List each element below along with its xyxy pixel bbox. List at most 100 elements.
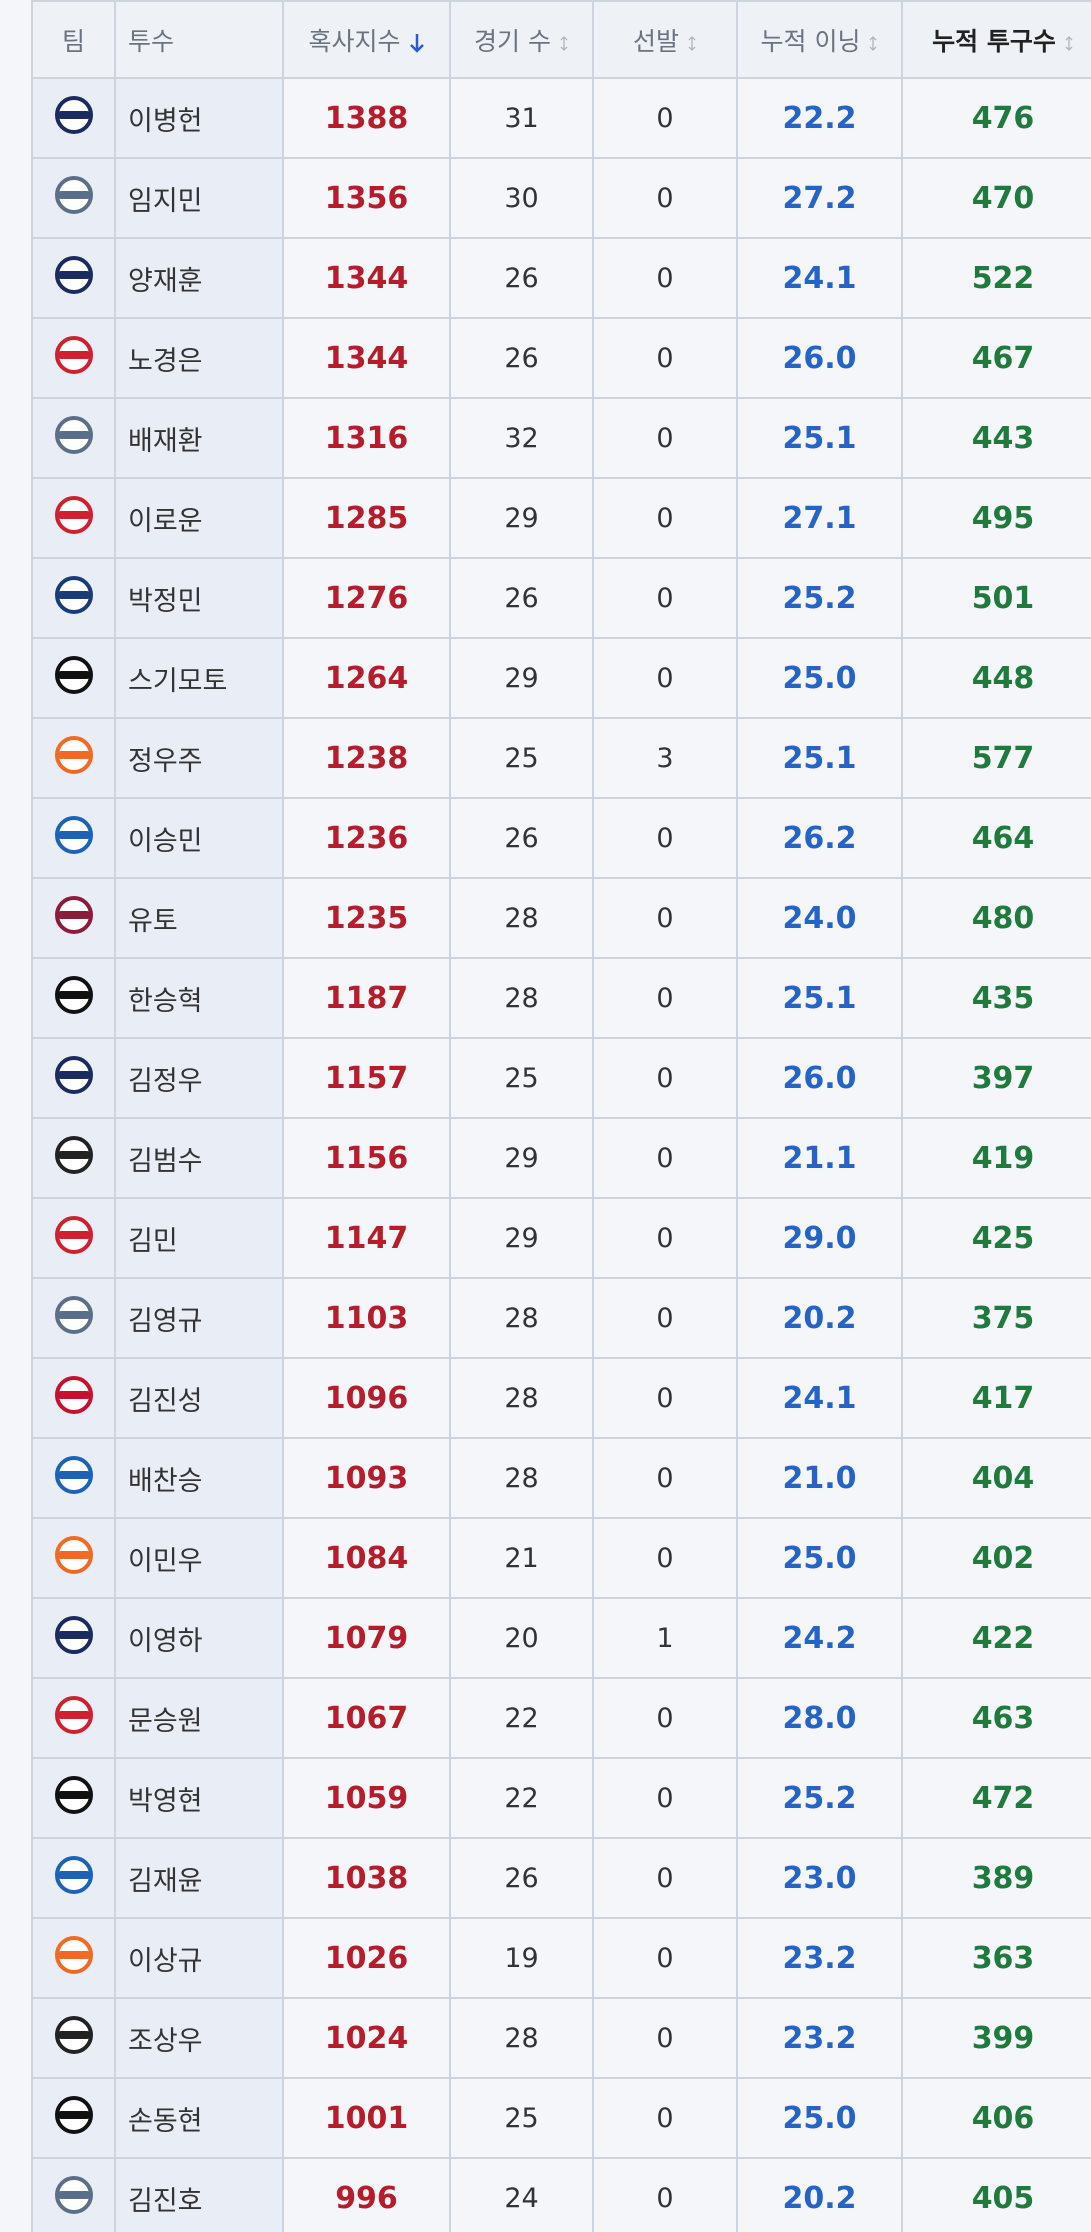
pitcher-name: 이민우 xyxy=(114,1517,284,1599)
team-cell xyxy=(31,1677,116,1759)
stat-cell: 0 xyxy=(592,1037,738,1119)
stat-cell: 0 xyxy=(592,557,738,639)
team-cell xyxy=(31,717,116,799)
sort-icon[interactable] xyxy=(868,32,878,54)
stat-cell: 467 xyxy=(901,317,1091,399)
stat-cell: 20.2 xyxy=(736,1277,903,1359)
pitcher-name: 정우주 xyxy=(114,717,284,799)
team-cell xyxy=(31,237,116,319)
stat-cell: 25 xyxy=(449,2077,594,2159)
table-row: 문승원 1067 22 0 28.0 463 xyxy=(31,1677,1091,1759)
table-row: 한승혁 1187 28 0 25.1 435 xyxy=(31,957,1091,1039)
stat-cell: 0 xyxy=(592,2157,738,2232)
pitcher-name: 김진호 xyxy=(114,2157,284,2232)
stat-cell: 25.0 xyxy=(736,1517,903,1599)
team-logo xyxy=(54,815,93,854)
stat-cell: 22 xyxy=(449,1757,594,1839)
column-header[interactable]: 경기 수 xyxy=(449,0,594,79)
column-header[interactable]: 누적 투구수 xyxy=(901,0,1091,79)
table-body: 이병헌 1388 31 0 22.2 476 임지민 1356 30 0 27.2 470 양재훈 134… xyxy=(31,77,1091,2232)
team-cell xyxy=(31,1197,116,1279)
stat-cell: 28 xyxy=(449,1997,594,2079)
table-row: 김정우 1157 25 0 26.0 397 xyxy=(31,1037,1091,1119)
pitcher-name: 스기모토 xyxy=(114,637,284,719)
team-cell xyxy=(31,477,116,559)
stat-cell: 0 xyxy=(592,157,738,239)
column-header[interactable]: 선발 xyxy=(592,0,738,79)
stat-cell: 419 xyxy=(901,1117,1091,1199)
stat-cell: 406 xyxy=(901,2077,1091,2159)
team-logo xyxy=(54,735,93,774)
sort-icon[interactable] xyxy=(559,32,569,54)
pitcher-name: 이로운 xyxy=(114,477,284,559)
team-cell xyxy=(31,2077,116,2159)
table-row: 김영규 1103 28 0 20.2 375 xyxy=(31,1277,1091,1359)
team-logo xyxy=(54,1615,93,1654)
sort-icon[interactable] xyxy=(409,32,425,54)
column-header[interactable]: 혹사지수 xyxy=(282,0,451,79)
stat-cell: 23.2 xyxy=(736,1917,903,1999)
pitcher-name: 배재환 xyxy=(114,397,284,479)
stat-cell: 25.0 xyxy=(736,2077,903,2159)
team-logo xyxy=(54,1375,93,1414)
sort-icon[interactable] xyxy=(1064,32,1074,54)
stat-cell: 26 xyxy=(449,237,594,319)
table-row: 이승민 1236 26 0 26.2 464 xyxy=(31,797,1091,879)
stat-cell: 25 xyxy=(449,1037,594,1119)
stat-cell: 26.0 xyxy=(736,317,903,399)
stat-cell: 422 xyxy=(901,1597,1091,1679)
table-row: 노경은 1344 26 0 26.0 467 xyxy=(31,317,1091,399)
sort-icon[interactable] xyxy=(687,32,697,54)
stat-cell: 26 xyxy=(449,557,594,639)
table-row: 박영현 1059 22 0 25.2 472 xyxy=(31,1757,1091,1839)
stat-cell: 0 xyxy=(592,797,738,879)
stat-cell: 443 xyxy=(901,397,1091,479)
team-logo xyxy=(54,975,93,1014)
column-header[interactable]: 누적 이닝 xyxy=(736,0,903,79)
table-row: 손동현 1001 25 0 25.0 406 xyxy=(31,2077,1091,2159)
stat-cell: 31 xyxy=(449,77,594,159)
stat-cell: 0 xyxy=(592,637,738,719)
stat-cell: 32 xyxy=(449,397,594,479)
stat-cell: 26 xyxy=(449,797,594,879)
pitcher-name: 이상규 xyxy=(114,1917,284,1999)
pitcher-name: 유토 xyxy=(114,877,284,959)
column-header: 팀 xyxy=(31,0,116,79)
stat-cell: 417 xyxy=(901,1357,1091,1439)
table-row: 조상우 1024 28 0 23.2 399 xyxy=(31,1997,1091,2079)
pitcher-name: 김범수 xyxy=(114,1117,284,1199)
pitcher-name: 김진성 xyxy=(114,1357,284,1439)
table-row: 김진호 996 24 0 20.2 405 xyxy=(31,2157,1091,2232)
table-row: 유토 1235 28 0 24.0 480 xyxy=(31,877,1091,959)
stat-cell: 1156 xyxy=(282,1117,451,1199)
stat-cell: 1026 xyxy=(282,1917,451,1999)
column-header: 투수 xyxy=(114,0,284,79)
table-row: 스기모토 1264 29 0 25.0 448 xyxy=(31,637,1091,719)
stat-cell: 25.2 xyxy=(736,1757,903,1839)
table-row: 양재훈 1344 26 0 24.1 522 xyxy=(31,237,1091,319)
team-cell xyxy=(31,1517,116,1599)
stat-cell: 0 xyxy=(592,1917,738,1999)
table-row: 이상규 1026 19 0 23.2 363 xyxy=(31,1917,1091,1999)
stat-cell: 463 xyxy=(901,1677,1091,1759)
stat-cell: 1059 xyxy=(282,1757,451,1839)
stat-cell: 0 xyxy=(592,1437,738,1519)
team-logo xyxy=(54,175,93,214)
team-cell xyxy=(31,877,116,959)
team-cell xyxy=(31,2157,116,2232)
team-cell xyxy=(31,1357,116,1439)
stat-cell: 0 xyxy=(592,877,738,959)
stat-cell: 26 xyxy=(449,1837,594,1919)
table-row: 박정민 1276 26 0 25.2 501 xyxy=(31,557,1091,639)
team-logo xyxy=(54,495,93,534)
stat-cell: 1067 xyxy=(282,1677,451,1759)
pitcher-name: 이영하 xyxy=(114,1597,284,1679)
stat-cell: 1236 xyxy=(282,797,451,879)
table-row: 이병헌 1388 31 0 22.2 476 xyxy=(31,77,1091,159)
stat-cell: 25.1 xyxy=(736,957,903,1039)
stat-cell: 24.1 xyxy=(736,1357,903,1439)
pitcher-name: 임지민 xyxy=(114,157,284,239)
pitcher-table: 팀 투수 혹사지수 경기 수 선발 누적 이닝 누적 투구수 이병헌 1388 31 0 22.2 4… xyxy=(31,0,1091,2232)
stat-cell: 26 xyxy=(449,317,594,399)
header-label: 혹사지수 xyxy=(308,26,401,56)
